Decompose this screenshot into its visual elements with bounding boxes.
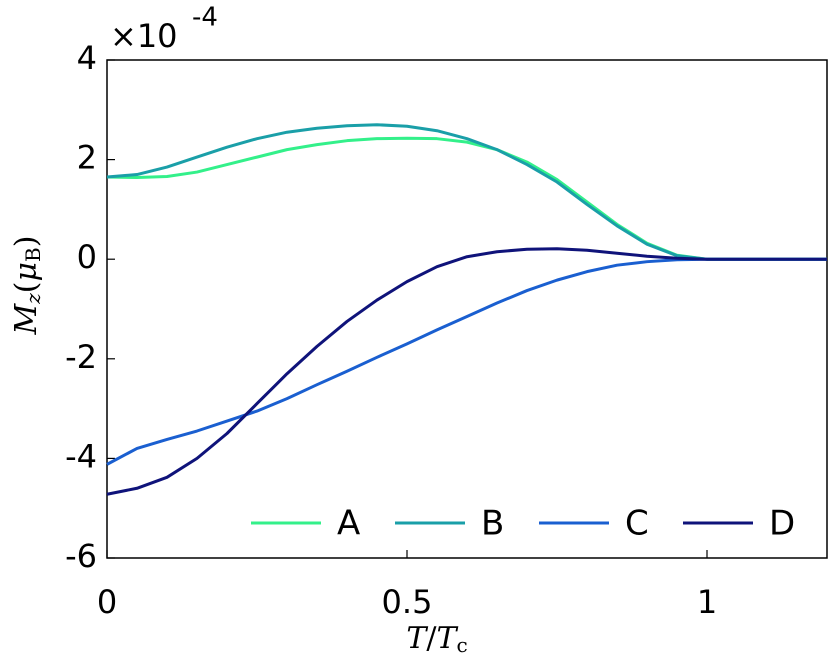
legend-label: B bbox=[481, 504, 504, 544]
legend-label: C bbox=[625, 504, 649, 544]
y-tick-label: 0 bbox=[77, 238, 97, 276]
x-tick-label: 0.5 bbox=[382, 583, 433, 621]
series-line bbox=[106, 123, 827, 261]
y-tick-label: -6 bbox=[65, 537, 97, 575]
y-tick-label: -2 bbox=[65, 338, 97, 376]
x-axis-label: T/Tc bbox=[406, 621, 467, 657]
y-label-part: Mz(μB) bbox=[9, 236, 45, 336]
legend-label: A bbox=[337, 504, 360, 544]
x-tick-label: 1 bbox=[697, 583, 717, 621]
y-axis-label: Mz(μB) bbox=[9, 236, 45, 336]
series-line bbox=[106, 136, 827, 261]
series-line bbox=[106, 257, 827, 466]
y-tick-label: 4 bbox=[77, 39, 97, 77]
y-tick-label: -4 bbox=[65, 437, 97, 475]
x-tick-label: 0 bbox=[97, 583, 117, 621]
legend-label: D bbox=[769, 504, 795, 544]
series-line bbox=[106, 247, 827, 496]
plot-frame bbox=[106, 59, 828, 559]
y-tick-label: 2 bbox=[77, 139, 97, 177]
axis-multiplier-exponent: -4 bbox=[192, 3, 218, 33]
x-label-part: T/Tc bbox=[406, 621, 467, 657]
axis-multiplier: ×10 bbox=[110, 17, 178, 55]
